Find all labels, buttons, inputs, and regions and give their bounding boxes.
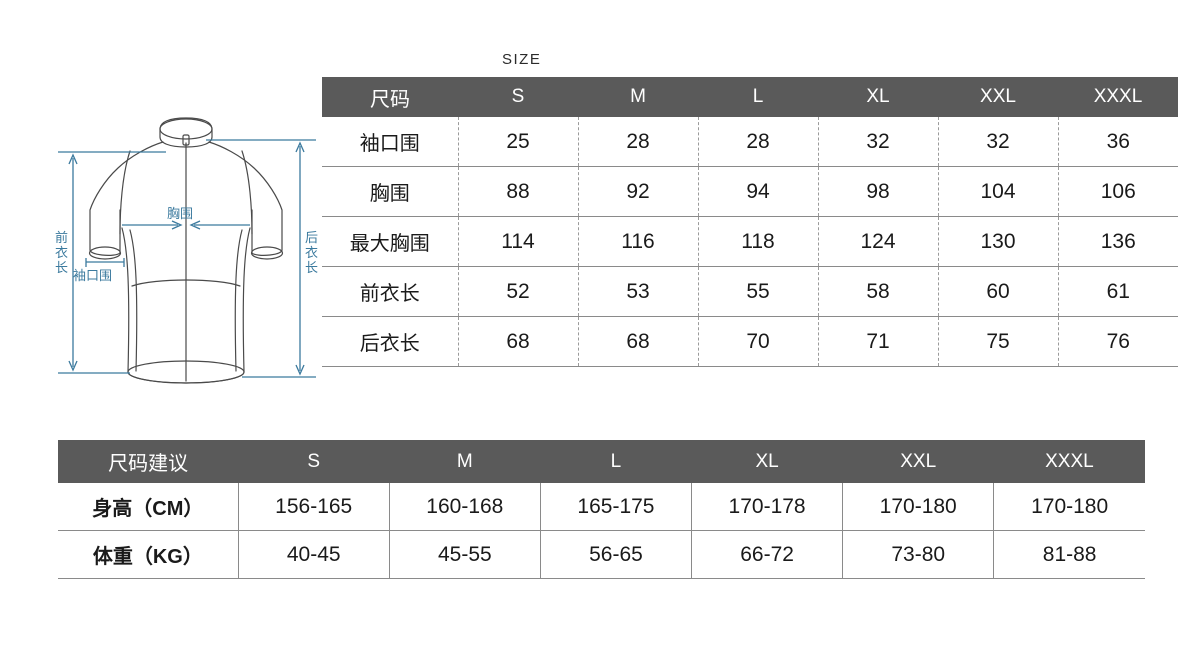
recommendation-header-label: 尺码建议	[58, 440, 239, 483]
measurement-table-header-row: 尺码 S M L XL XXL XXXL	[322, 77, 1178, 117]
measurement-cell: 28	[698, 117, 819, 167]
measurement-cell: 136	[1058, 216, 1178, 267]
measurement-cell: 60	[938, 266, 1059, 317]
table-row: 胸围 88 92 94 98 104 106	[322, 166, 1178, 217]
recommendation-row-label: 体重（KG）	[58, 530, 239, 579]
diagram-label-back-length: 后	[305, 230, 318, 245]
measurement-table: 尺码 S M L XL XXL XXXL 袖口围 25 28 28 32 32 …	[322, 77, 1178, 367]
diagram-label-front-length: 前	[55, 230, 68, 245]
recommendation-cell: 165-175	[540, 483, 693, 531]
recommendation-header-xxxl: XXXL	[993, 440, 1145, 483]
recommendation-cell: 160-168	[389, 483, 541, 531]
recommendation-table-header-row: 尺码建议 S M L XL XXL XXXL	[58, 440, 1145, 483]
diagram-label-back-length-2: 衣	[305, 245, 318, 260]
recommendation-header-m: M	[389, 440, 541, 483]
recommendation-cell: 170-180	[842, 483, 995, 531]
measurement-row-label: 袖口围	[322, 117, 459, 167]
recommendation-header-xxl: XXL	[842, 440, 994, 483]
measurement-cell: 94	[698, 166, 819, 217]
measurement-row-label: 前衣长	[322, 266, 459, 317]
diagram-label-back-length-3: 长	[305, 260, 318, 275]
recommendation-header-xl: XL	[691, 440, 843, 483]
measurement-cell: 98	[818, 166, 939, 217]
diagram-label-front-length-3: 长	[55, 260, 68, 275]
measurement-header-m: M	[578, 77, 698, 117]
measurement-row-label: 最大胸围	[322, 216, 459, 267]
recommendation-cell: 81-88	[993, 530, 1145, 579]
size-caption: SIZE	[502, 51, 542, 68]
measurement-cell: 88	[458, 166, 579, 217]
recommendation-cell: 170-180	[993, 483, 1145, 531]
measurement-cell: 53	[578, 266, 699, 317]
table-row: 袖口围 25 28 28 32 32 36	[322, 117, 1178, 167]
table-row: 前衣长 52 53 55 58 60 61	[322, 266, 1178, 317]
recommendation-cell: 40-45	[238, 530, 390, 579]
measurement-cell: 25	[458, 117, 579, 167]
measurement-cell: 104	[938, 166, 1059, 217]
measurement-cell: 32	[938, 117, 1059, 167]
table-row: 身高（CM） 156-165 160-168 165-175 170-178 1…	[58, 483, 1145, 531]
measurement-header-s: S	[458, 77, 578, 117]
measurement-cell: 116	[578, 216, 699, 267]
recommendation-cell: 56-65	[540, 530, 693, 579]
measurement-row-label: 后衣长	[322, 316, 459, 367]
jersey-measurement-diagram: 前 衣 长 后 衣 长 胸围 袖口围	[50, 110, 322, 395]
measurement-cell: 130	[938, 216, 1059, 267]
measurement-cell: 61	[1058, 266, 1178, 317]
diagram-label-front-length-2: 衣	[55, 245, 68, 260]
measurement-cell: 124	[818, 216, 939, 267]
diagram-label-cuff: 袖口围	[73, 268, 112, 283]
measurement-cell: 36	[1058, 117, 1178, 167]
recommendation-header-s: S	[238, 440, 390, 483]
measurement-cell: 114	[458, 216, 579, 267]
measurement-cell: 28	[578, 117, 699, 167]
measurement-cell: 118	[698, 216, 819, 267]
measurement-cell: 68	[458, 316, 579, 367]
table-row: 体重（KG） 40-45 45-55 56-65 66-72 73-80 81-…	[58, 530, 1145, 579]
measurement-header-xxxl: XXXL	[1058, 77, 1178, 117]
measurement-cell: 71	[818, 316, 939, 367]
diagram-label-chest: 胸围	[167, 206, 193, 221]
recommendation-header-l: L	[540, 440, 692, 483]
table-row: 最大胸围 114 116 118 124 130 136	[322, 216, 1178, 267]
measurement-cell: 106	[1058, 166, 1178, 217]
measurement-header-label: 尺码	[322, 77, 458, 117]
measurement-row-label: 胸围	[322, 166, 459, 217]
recommendation-cell: 66-72	[691, 530, 844, 579]
measurement-cell: 55	[698, 266, 819, 317]
measurement-cell: 70	[698, 316, 819, 367]
measurement-cell: 75	[938, 316, 1059, 367]
measurement-cell: 52	[458, 266, 579, 317]
table-row: 后衣长 68 68 70 71 75 76	[322, 316, 1178, 367]
recommendation-cell: 45-55	[389, 530, 541, 579]
size-recommendation-table: 尺码建议 S M L XL XXL XXXL 身高（CM） 156-165 16…	[58, 440, 1145, 579]
measurement-cell: 58	[818, 266, 939, 317]
measurement-cell: 92	[578, 166, 699, 217]
measurement-cell: 76	[1058, 316, 1178, 367]
measurement-header-xl: XL	[818, 77, 938, 117]
measurement-header-xxl: XXL	[938, 77, 1058, 117]
recommendation-row-label: 身高（CM）	[58, 483, 239, 531]
recommendation-cell: 170-178	[691, 483, 844, 531]
recommendation-cell: 156-165	[238, 483, 390, 531]
measurement-header-l: L	[698, 77, 818, 117]
measurement-cell: 68	[578, 316, 699, 367]
recommendation-cell: 73-80	[842, 530, 995, 579]
measurement-cell: 32	[818, 117, 939, 167]
